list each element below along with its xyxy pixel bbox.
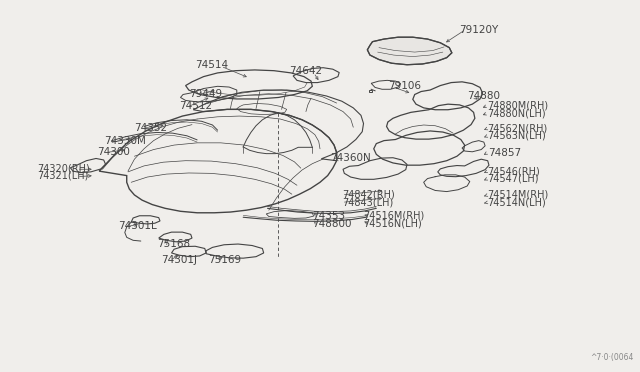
Text: 79106: 79106 (388, 81, 421, 91)
Text: 74842(RH): 74842(RH) (342, 190, 394, 200)
Text: 74547(LH): 74547(LH) (488, 174, 539, 183)
Text: 75168: 75168 (157, 239, 191, 248)
Text: 74321(LH): 74321(LH) (37, 171, 88, 181)
Text: 75169: 75169 (208, 255, 241, 264)
Text: 74880M(RH): 74880M(RH) (488, 101, 549, 110)
Text: 74352: 74352 (134, 124, 168, 133)
Text: 74857: 74857 (488, 148, 521, 157)
Text: 74546(RH): 74546(RH) (488, 166, 540, 176)
Text: 748800: 748800 (312, 219, 351, 228)
Text: 74301J: 74301J (161, 255, 197, 264)
Text: 79120Y: 79120Y (459, 25, 498, 35)
Text: 74642: 74642 (289, 67, 323, 76)
Text: 74843(LH): 74843(LH) (342, 198, 393, 207)
Text: 74880N(LH): 74880N(LH) (488, 108, 547, 118)
Text: 74563N(LH): 74563N(LH) (488, 131, 547, 141)
Text: 74360N: 74360N (330, 153, 371, 163)
Text: 79449: 79449 (189, 89, 222, 99)
Text: 74353: 74353 (312, 211, 345, 221)
Text: 74514: 74514 (195, 60, 228, 70)
Polygon shape (367, 37, 452, 65)
Text: 74512: 74512 (179, 101, 212, 110)
Text: 74880: 74880 (467, 91, 500, 101)
Text: 74516N(LH): 74516N(LH) (364, 219, 422, 228)
Text: 74301L: 74301L (118, 221, 157, 231)
Text: 74516M(RH): 74516M(RH) (364, 211, 425, 221)
Text: ^7·0·(0064: ^7·0·(0064 (590, 353, 634, 362)
Text: 74300: 74300 (97, 147, 130, 157)
Text: 74330M: 74330M (104, 137, 145, 146)
Text: 74320(RH): 74320(RH) (37, 164, 90, 173)
Text: 74562N(RH): 74562N(RH) (488, 124, 548, 133)
Text: 74514M(RH): 74514M(RH) (488, 190, 549, 200)
Text: 74514N(LH): 74514N(LH) (488, 198, 547, 207)
